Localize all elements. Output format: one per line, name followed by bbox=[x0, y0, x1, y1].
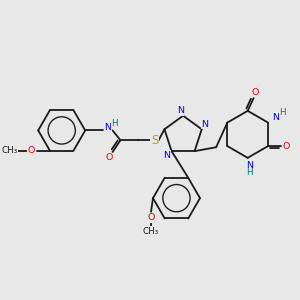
Text: O: O bbox=[28, 146, 35, 155]
Text: N: N bbox=[272, 113, 279, 122]
Text: N: N bbox=[201, 120, 208, 129]
Text: H: H bbox=[246, 168, 253, 177]
Text: N: N bbox=[104, 123, 111, 132]
Text: N: N bbox=[246, 161, 253, 170]
Text: O: O bbox=[252, 88, 259, 97]
Text: H: H bbox=[111, 119, 118, 128]
Text: N: N bbox=[163, 151, 170, 160]
Text: CH₃: CH₃ bbox=[143, 227, 159, 236]
Text: S: S bbox=[151, 134, 158, 147]
Text: O: O bbox=[106, 153, 113, 162]
Text: H: H bbox=[279, 108, 286, 117]
Text: CH₃: CH₃ bbox=[2, 146, 18, 155]
Text: O: O bbox=[283, 142, 290, 151]
Text: N: N bbox=[177, 106, 184, 115]
Text: O: O bbox=[147, 213, 155, 222]
